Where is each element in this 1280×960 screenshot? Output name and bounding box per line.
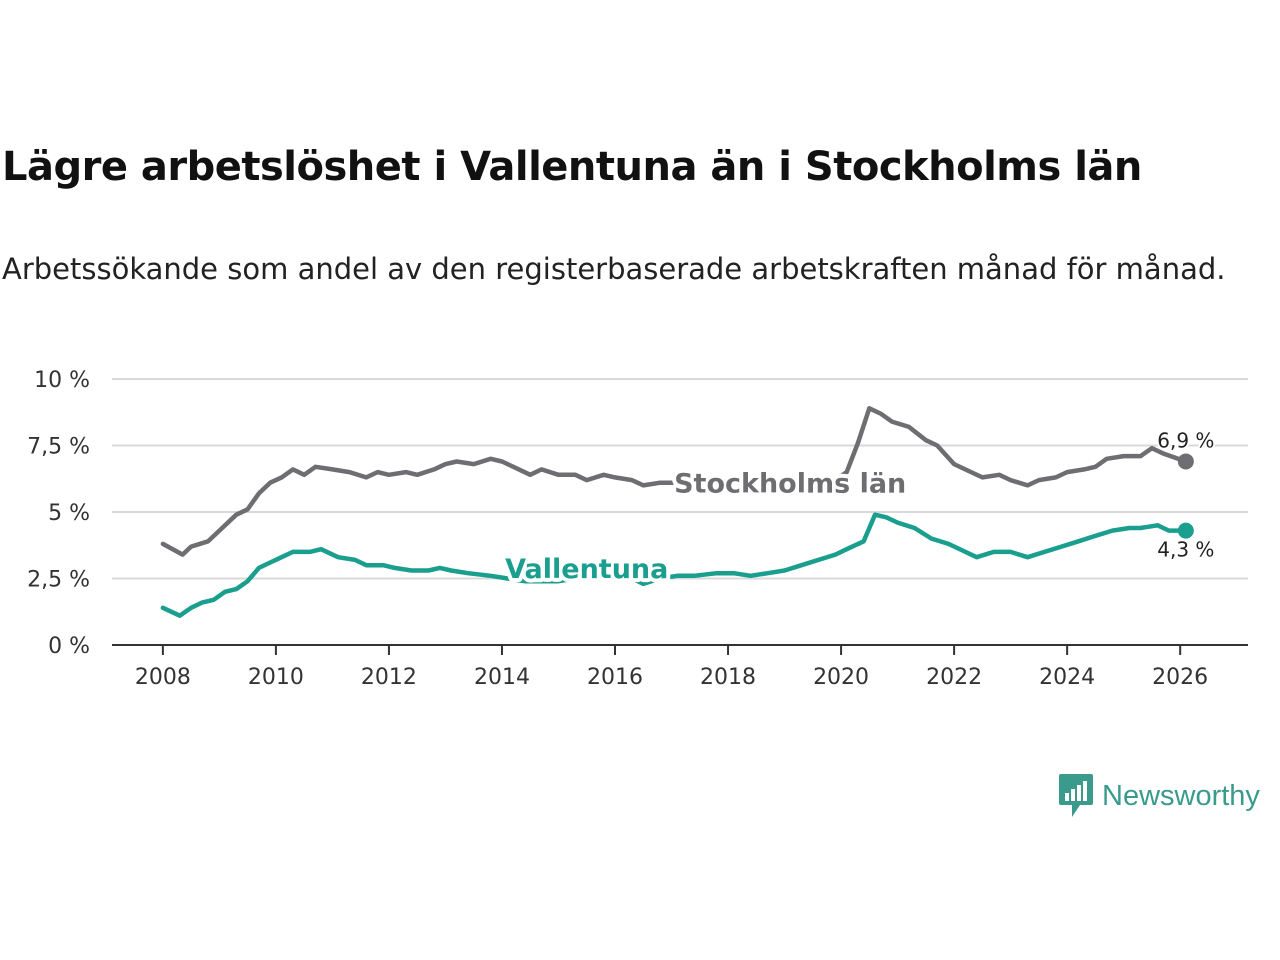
series-line-stockholms-län xyxy=(160,406,1189,557)
y-tick-label: 5 % xyxy=(48,501,90,526)
series-lines xyxy=(160,406,1194,618)
x-tick-label: 2020 xyxy=(813,665,869,690)
y-tick-label: 7,5 % xyxy=(27,435,90,460)
end-value-label: 6,9 % xyxy=(1157,428,1214,452)
x-tick-label: 2022 xyxy=(926,665,982,690)
x-axis: 2008 2010 2012 2014 2016 2018 2020 2022 2024 2026 xyxy=(112,644,1248,690)
newsworthy-logo-icon xyxy=(1059,774,1093,817)
x-tick-label: 2012 xyxy=(361,665,417,690)
line-chart: 0 % 2,5 % 5 % 7,5 % 10 % 2008 2010 2012 2014 201… xyxy=(27,368,1248,690)
chart-title: Lägre arbetslöshet i Vallentuna än i Sto… xyxy=(2,144,1142,190)
gridlines: 0 % 2,5 % 5 % 7,5 % 10 % xyxy=(27,368,1248,659)
chart-labels: 6,9 % 4,3 % Stockholms län Vallentuna xyxy=(501,426,1216,588)
brand-name: Newsworthy xyxy=(1102,779,1260,812)
newsworthy-brand[interactable]: Newsworthy xyxy=(1058,772,1260,820)
x-tick-label: 2026 xyxy=(1152,665,1208,690)
chart-subtitle: Arbetssökande som andel av den registerb… xyxy=(2,252,1226,286)
y-tick-label: 2,5 % xyxy=(27,568,90,593)
x-tick-label: 2008 xyxy=(135,665,191,690)
x-tick-label: 2010 xyxy=(248,665,304,690)
end-value-label: 4,3 % xyxy=(1157,538,1214,562)
x-tick-label: 2024 xyxy=(1039,665,1095,690)
y-tick-label: 0 % xyxy=(48,634,90,659)
x-tick-label: 2016 xyxy=(587,665,643,690)
series-name-label: Vallentuna xyxy=(505,554,668,585)
y-tick-label: 10 % xyxy=(34,368,90,393)
series-line-vallentuna xyxy=(160,512,1189,618)
end-marker xyxy=(1177,453,1194,470)
x-tick-label: 2014 xyxy=(474,665,530,690)
series-name-label: Stockholms län xyxy=(674,469,906,500)
end-marker xyxy=(1177,522,1194,539)
x-tick-label: 2018 xyxy=(700,665,756,690)
